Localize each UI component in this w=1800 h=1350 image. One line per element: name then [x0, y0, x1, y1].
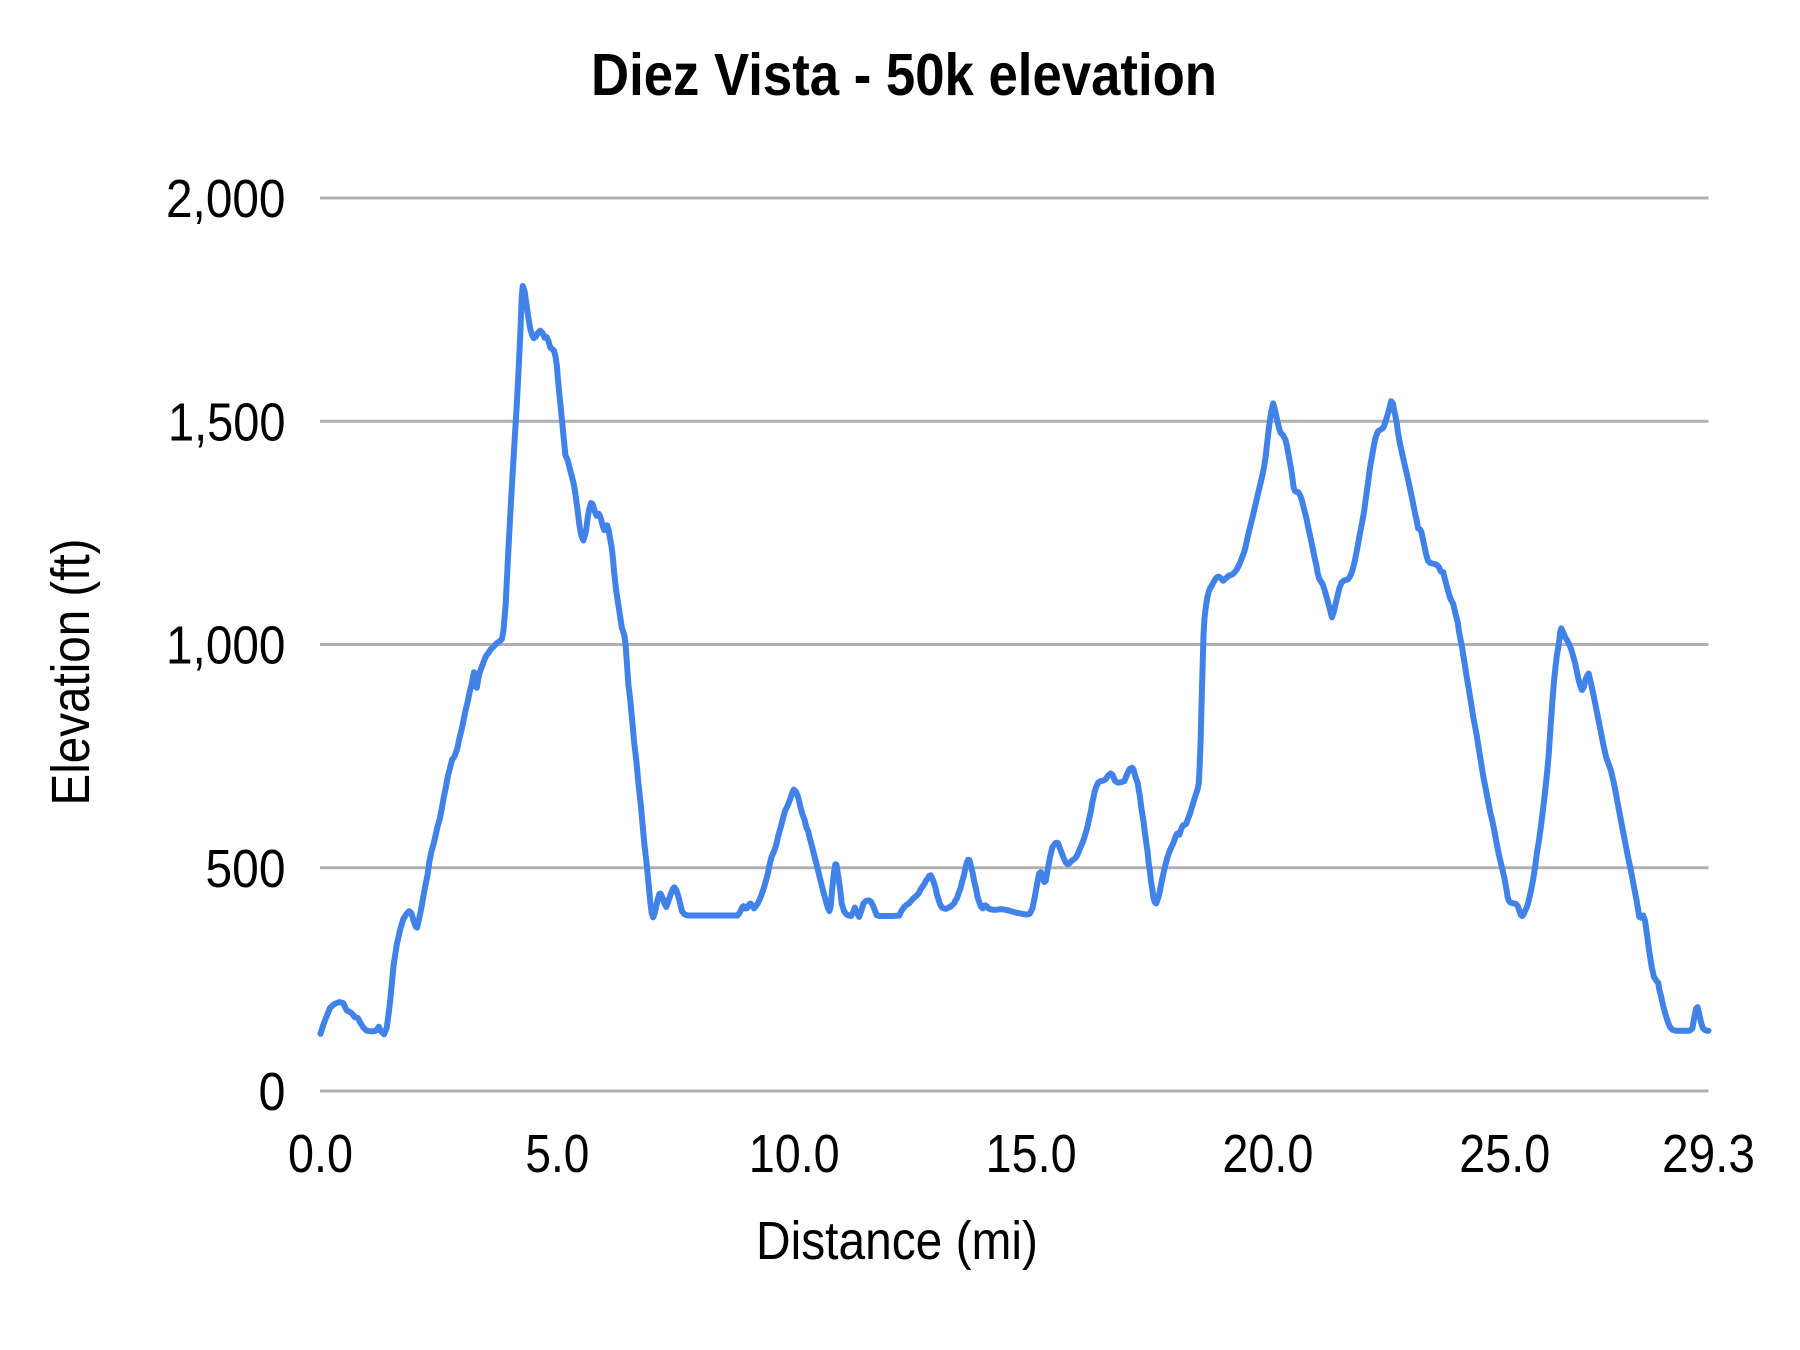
svg-text:20.0: 20.0	[1222, 1124, 1313, 1184]
svg-text:500: 500	[206, 839, 286, 899]
svg-text:Diez Vista - 50k elevation: Diez Vista - 50k elevation	[591, 42, 1217, 108]
svg-text:0.0: 0.0	[288, 1124, 353, 1184]
svg-text:Elevation (ft): Elevation (ft)	[41, 539, 101, 806]
svg-text:25.0: 25.0	[1459, 1124, 1550, 1184]
svg-text:29.3: 29.3	[1662, 1124, 1755, 1184]
svg-text:2,000: 2,000	[166, 169, 286, 229]
svg-text:5.0: 5.0	[525, 1124, 589, 1184]
svg-text:1,500: 1,500	[168, 392, 286, 452]
svg-text:10.0: 10.0	[749, 1124, 840, 1184]
svg-text:15.0: 15.0	[986, 1124, 1077, 1184]
svg-text:Distance (mi): Distance (mi)	[756, 1211, 1038, 1271]
svg-text:1,000: 1,000	[166, 616, 286, 676]
svg-text:0: 0	[259, 1062, 286, 1122]
